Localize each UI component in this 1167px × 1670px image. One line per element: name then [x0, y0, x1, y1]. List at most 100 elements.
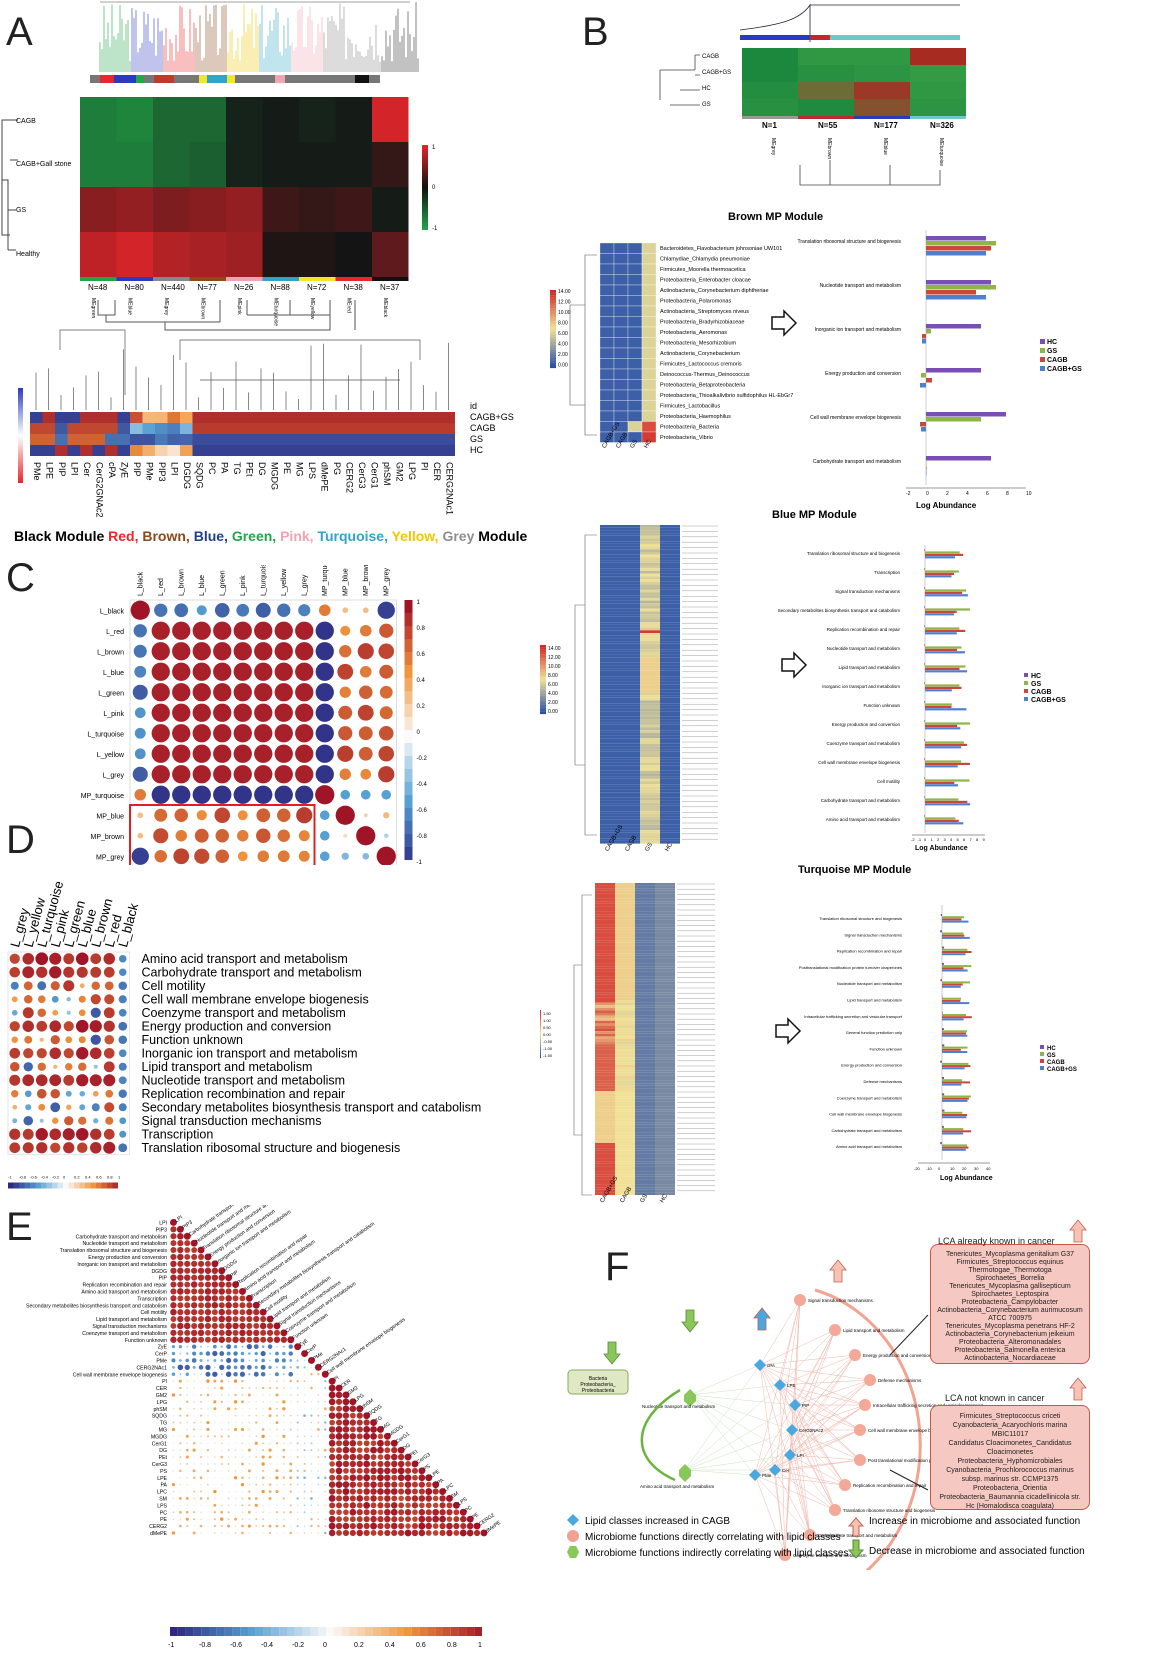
- e-dot: [328, 1453, 336, 1461]
- e-dot: [200, 1470, 202, 1472]
- tq-cell: [595, 1109, 615, 1112]
- brown-cell: [613, 316, 629, 328]
- brown-legend-1: GS: [1047, 348, 1057, 355]
- e-diag-43: PE: [471, 1512, 481, 1521]
- tq-cell: [595, 963, 615, 967]
- f-edge-green: [684, 1454, 791, 1471]
- e-diag-33: DG: [402, 1442, 412, 1451]
- tq-bar: [942, 1079, 963, 1082]
- brown-cell: [613, 400, 629, 412]
- c-scale-seg: [404, 626, 413, 639]
- e-dot: [268, 1448, 272, 1452]
- c-dot: [315, 662, 334, 681]
- tq-bar: [942, 1032, 966, 1035]
- blue-cell: [620, 795, 640, 798]
- c-dot: [362, 607, 369, 614]
- lipid-cell: [192, 434, 205, 445]
- brown-arrow: [771, 309, 798, 337]
- e-dot: [218, 1308, 225, 1316]
- tq-cell: [635, 1085, 655, 1089]
- e-dot: [370, 1460, 377, 1467]
- tq-cell: [635, 903, 655, 907]
- tq-cell: [615, 885, 635, 889]
- module-color-cell: [153, 277, 190, 281]
- lipid-cell: [330, 423, 343, 434]
- e-dot: [177, 1288, 184, 1295]
- tq-tick-3: 10: [950, 1166, 955, 1171]
- blue-cell: [640, 676, 660, 679]
- e-dot: [276, 1497, 278, 1500]
- tq-tick-5: 30: [974, 1166, 979, 1171]
- lipid-label-12: DGDG: [182, 462, 192, 489]
- e-scale-7: 0.4: [385, 1642, 395, 1649]
- blue-cell: [620, 838, 640, 841]
- c-dot: [337, 745, 354, 762]
- d-scale-seg: [41, 1182, 47, 1189]
- e-dot: [262, 1469, 265, 1472]
- blue-tick-3: 1: [931, 837, 934, 842]
- tq-cell: [615, 942, 635, 946]
- e-dot: [317, 1456, 320, 1458]
- tq-cell: [635, 1124, 655, 1128]
- tq-cell: [635, 1143, 655, 1146]
- e-dot: [384, 1508, 391, 1516]
- blue-cell: [600, 795, 620, 798]
- c-dot: [174, 603, 189, 618]
- blue-cell: [620, 711, 640, 714]
- e-dot: [191, 1302, 198, 1309]
- module-word-6: Turquoise,: [317, 528, 392, 544]
- tq-cell: [615, 966, 635, 969]
- blue-scale-5: 4.00: [548, 691, 558, 697]
- e-dot: [248, 1359, 251, 1362]
- blue-cell: [660, 678, 680, 682]
- e-row-14: Lipid transport and metabolism: [96, 1317, 167, 1323]
- lipid-cell: [430, 412, 443, 423]
- blue-cell: [660, 727, 680, 731]
- blue-scale-seg: [540, 649, 546, 652]
- blue-cell: [600, 732, 620, 736]
- e-dot: [310, 1386, 313, 1390]
- e-dot: [384, 1495, 391, 1502]
- blue-cell: [600, 797, 620, 801]
- e-dot: [248, 1518, 251, 1520]
- tq-cell: [595, 1088, 615, 1091]
- e-dot: [260, 1350, 266, 1357]
- lipid-cell: [367, 445, 380, 456]
- e-dot: [446, 1516, 453, 1522]
- count-label-4: N=26: [234, 283, 254, 292]
- lipid-cell: [330, 445, 343, 456]
- e-dot: [446, 1495, 453, 1502]
- e-dot: [425, 1488, 433, 1495]
- e-dot: [199, 1393, 203, 1397]
- blue-cell: [600, 705, 620, 709]
- e-dot: [283, 1428, 285, 1431]
- lipid-label-18: DG: [257, 462, 267, 476]
- tq-cell: [635, 1041, 655, 1045]
- tq-cell: [615, 906, 635, 909]
- e-dot: [232, 1288, 239, 1295]
- e-dot: [170, 1260, 177, 1268]
- lipid-cell: [317, 423, 330, 434]
- e-dot: [170, 1267, 177, 1274]
- brown-cell: [627, 263, 643, 275]
- e-dot: [363, 1453, 370, 1461]
- e-dot: [328, 1515, 336, 1523]
- tq-bar: [942, 1116, 967, 1119]
- tq-cell: [615, 1132, 635, 1136]
- e-dot: [289, 1407, 292, 1410]
- tq-bar: [942, 934, 965, 937]
- d-dot: [22, 1142, 34, 1154]
- brown-scale-seg: [550, 316, 556, 319]
- brown-bar: [926, 290, 976, 295]
- brown-bar: [926, 324, 981, 329]
- blue-scale-seg: [540, 700, 546, 703]
- brown-cell: [641, 253, 657, 265]
- lipid-cell: [342, 445, 355, 456]
- b-cell: [742, 99, 798, 116]
- tq-cell: [595, 961, 615, 964]
- tq-cell: [655, 896, 675, 899]
- e-dot: [342, 1398, 350, 1406]
- tq-cell: [635, 997, 655, 1000]
- b-bar-red: [810, 35, 830, 40]
- module-legend-line: Black Module Red, Brown, Blue, Green, Pi…: [14, 528, 527, 544]
